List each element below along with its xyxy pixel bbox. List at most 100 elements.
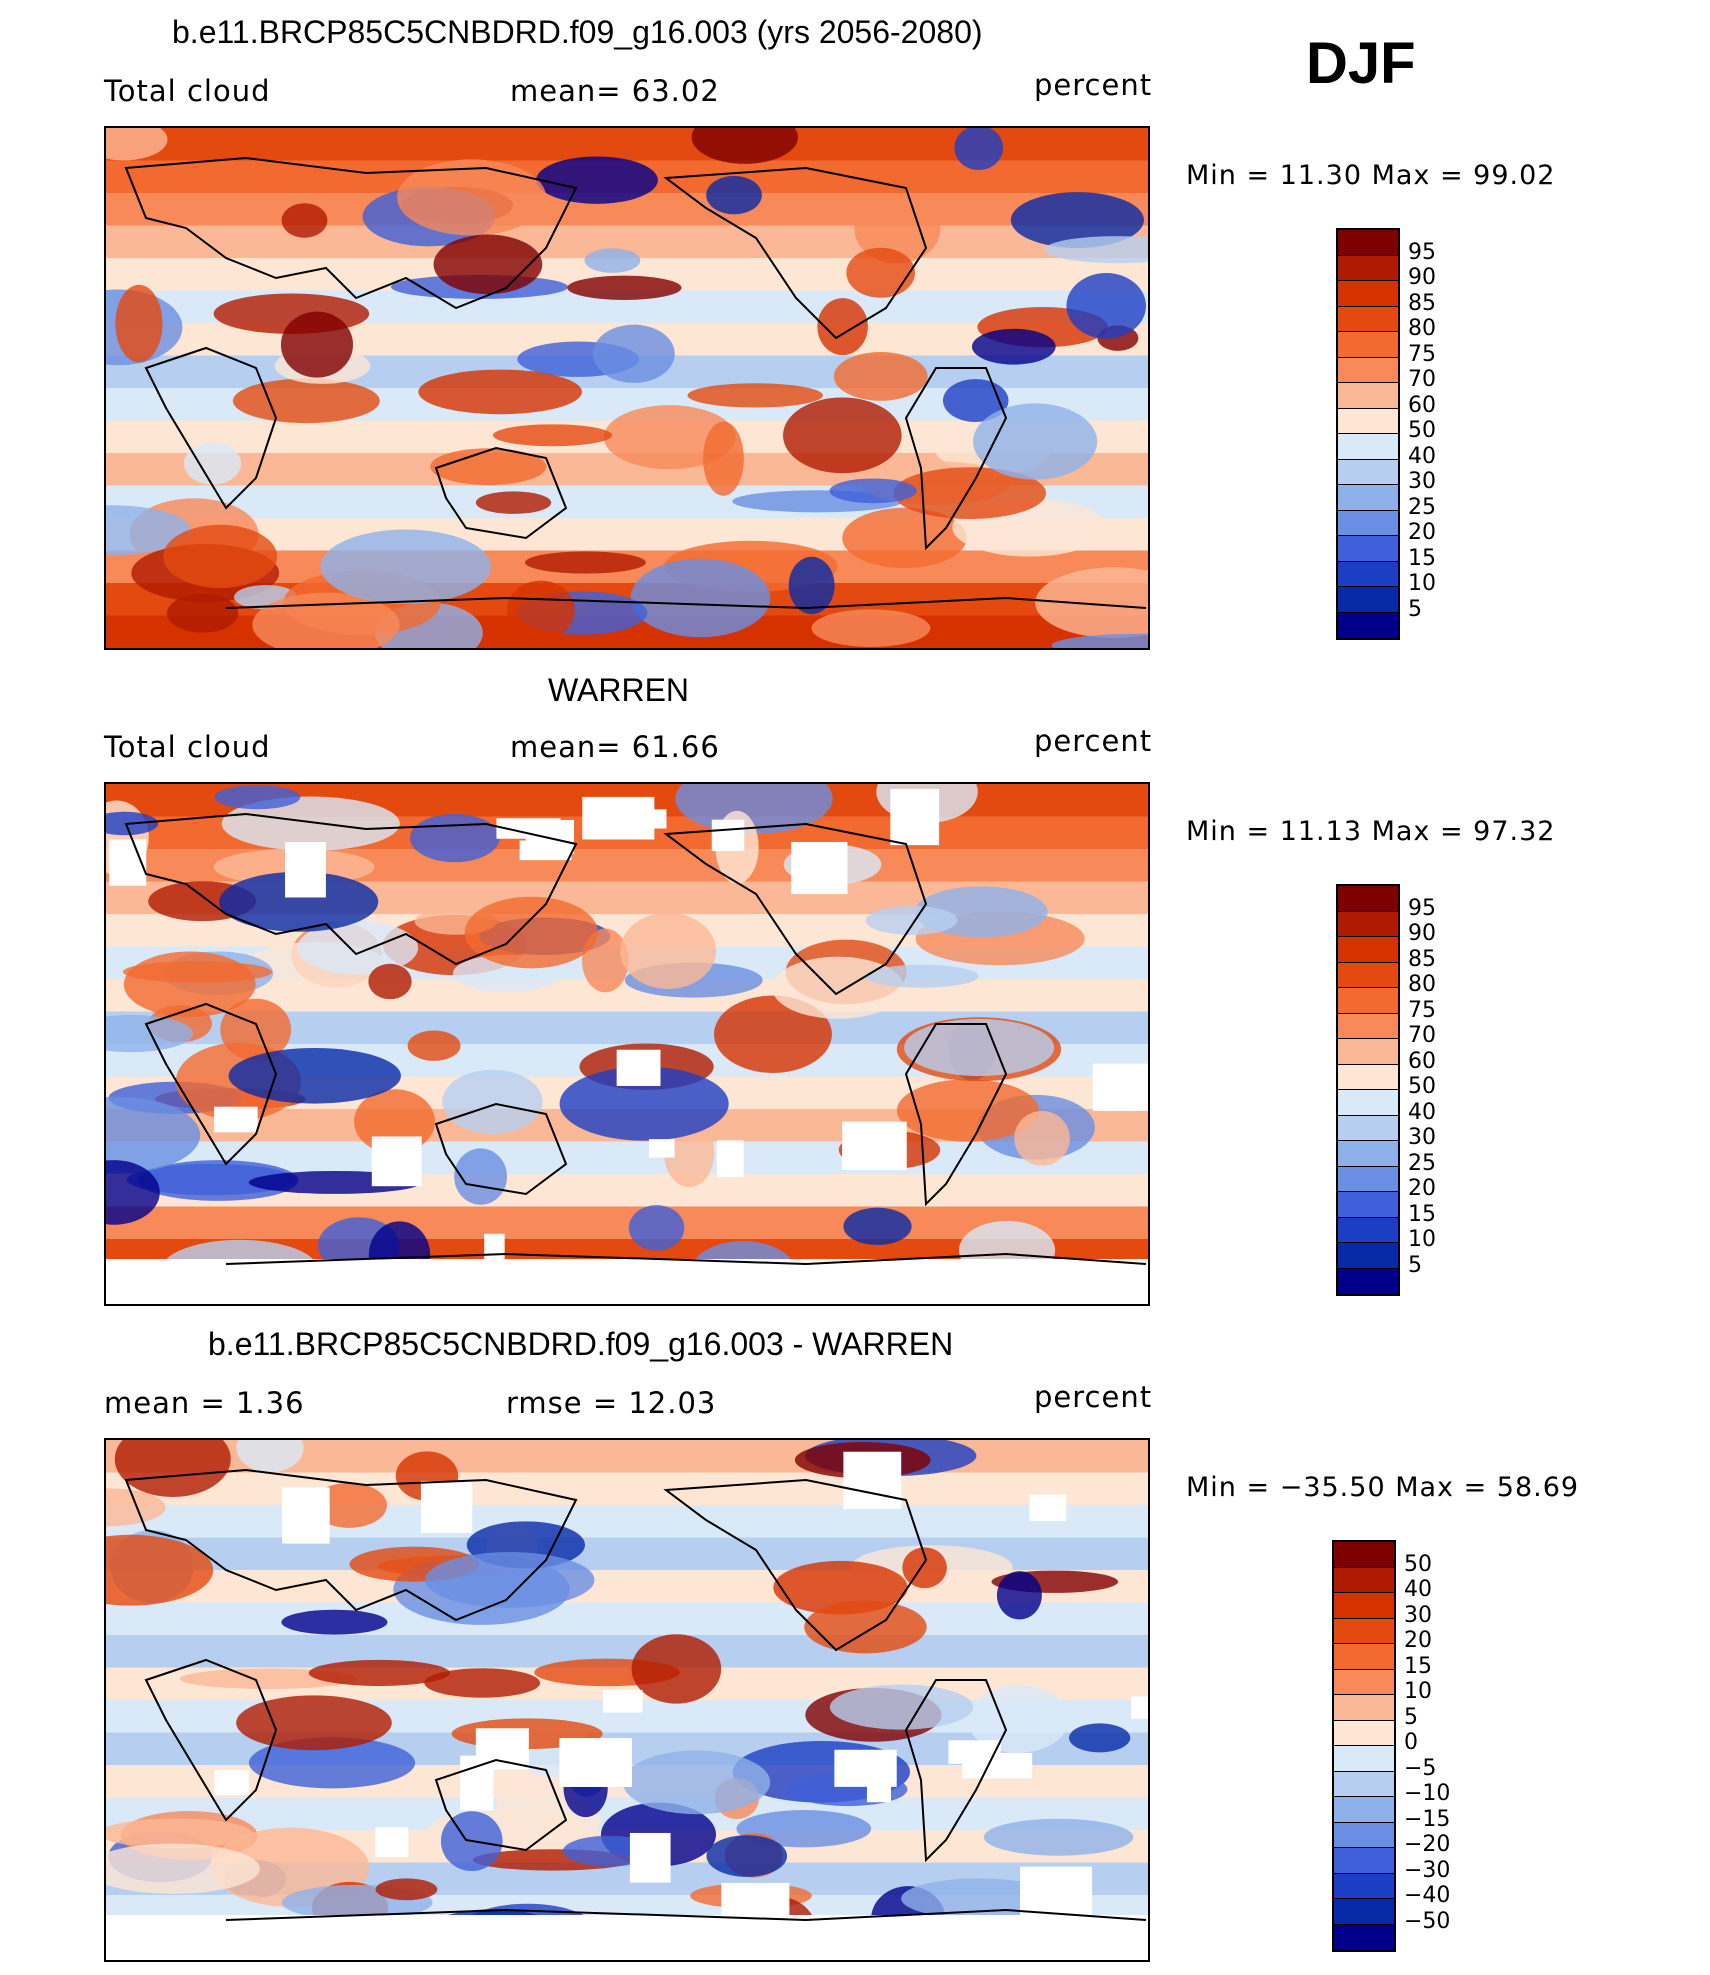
map-contour-blob	[442, 1069, 543, 1134]
missing-data-region	[721, 1882, 790, 1918]
map-contour-blob	[464, 896, 598, 969]
map-contour-blob	[713, 995, 832, 1073]
coastline	[144, 1002, 278, 1166]
coastline	[144, 1658, 278, 1822]
colorbar-swatch	[1338, 587, 1398, 613]
map-contour-blob	[628, 1205, 685, 1251]
colorbar-tick-label: 20	[1408, 1176, 1436, 1201]
colorbar-tick-label: 70	[1408, 1023, 1436, 1048]
map-contour-blob	[106, 1818, 252, 1849]
colorbar-swatch	[1338, 255, 1398, 281]
map-contour-blob	[475, 491, 552, 514]
coastline	[124, 812, 578, 966]
colorbar-swatch	[1338, 230, 1398, 256]
colorbar-tick-label: 40	[1408, 443, 1436, 469]
colorbar-swatch	[1334, 1899, 1394, 1925]
map-contour-blob	[492, 424, 613, 447]
colorbar-swatch	[1338, 383, 1398, 409]
colorbar-swatch	[1338, 485, 1398, 511]
map-contour-blob	[942, 379, 1009, 422]
missing-data-region	[962, 1752, 1033, 1779]
colorbar-swatch	[1338, 306, 1398, 332]
missing-data-antarctica	[106, 1259, 1148, 1304]
colorbar-swatch	[1334, 1873, 1394, 1899]
map-contour-blob	[584, 248, 641, 273]
map-contour-blob	[297, 921, 419, 975]
map-contour-blob	[506, 580, 575, 641]
map-contour-blob	[106, 1096, 201, 1174]
map-contour-blob	[603, 405, 736, 470]
colorbar-tick-label: 50	[1408, 1074, 1436, 1099]
colorbar-swatch	[1334, 1822, 1394, 1848]
panel2-map-field	[106, 784, 1148, 1304]
map-contour-blob	[106, 1488, 166, 1527]
map-contour-blob	[311, 1482, 387, 1528]
colorbar-swatch	[1338, 988, 1398, 1014]
map-contour-blob	[106, 1534, 214, 1606]
colorbar-swatch	[1334, 1924, 1394, 1950]
map-contour-blob	[1044, 236, 1148, 264]
map-contour-blob	[829, 478, 917, 504]
panel2-title: WARREN	[548, 672, 690, 708]
colorbar-tick-label: 40	[1408, 1099, 1436, 1125]
colorbar-tick-label: −40	[1404, 1883, 1451, 1908]
map-contour-blob	[163, 524, 278, 589]
map-contour-blob	[115, 284, 163, 363]
map-contour-blob	[788, 556, 835, 615]
panel3-colorbar	[1332, 1540, 1396, 1952]
map-contour-blob	[901, 1878, 1057, 1919]
map-contour-blob	[281, 1609, 388, 1635]
map-contour-blob	[106, 1014, 194, 1053]
map-contour-blob	[424, 1668, 541, 1698]
colorbar-swatch	[1334, 1848, 1394, 1874]
colorbar-tick-label: 75	[1408, 341, 1436, 367]
missing-data-region	[842, 1121, 907, 1171]
map-contour-blob	[536, 156, 658, 204]
missing-data-region	[475, 1728, 529, 1770]
colorbar-swatch	[1338, 357, 1398, 383]
missing-data-region	[559, 1738, 632, 1787]
map-contour-blob	[183, 442, 242, 485]
map-contour-blob	[407, 1030, 461, 1061]
colorbar-tick-label: 20	[1408, 520, 1436, 545]
colorbar-tick-label: 5	[1408, 1252, 1422, 1278]
map-contour-blob	[228, 1047, 401, 1104]
colorbar-tick-label: 10	[1404, 1679, 1432, 1704]
colorbar-tick-label: 30	[1404, 1602, 1432, 1628]
colorbar-swatch	[1338, 1039, 1398, 1065]
panel3-minmax: Min = −35.50 Max = 58.69	[1186, 1472, 1580, 1503]
colorbar-swatch	[1338, 536, 1398, 562]
coastline	[124, 156, 578, 310]
panel2-mean-label: mean= 61.66	[510, 730, 720, 764]
colorbar-swatch	[1334, 1797, 1394, 1823]
missing-data-region	[214, 1770, 249, 1796]
map-contour-blob	[1035, 567, 1148, 639]
map-contour-blob	[418, 369, 583, 415]
map-contour-blob	[620, 912, 716, 989]
colorbar-tick-label: 5	[1408, 596, 1422, 622]
panel3-rmse-label: rmse = 12.03	[506, 1386, 717, 1420]
map-contour-blob	[630, 558, 771, 638]
map-contour-blob	[368, 963, 412, 1000]
colorbar-tick-label: 5	[1404, 1704, 1418, 1730]
colorbar-tick-label: 80	[1408, 972, 1436, 997]
missing-data-region	[843, 1451, 902, 1509]
colorbar-swatch	[1334, 1593, 1394, 1619]
map-contour-blob	[524, 551, 646, 574]
map-contour-blob	[854, 195, 941, 264]
coastline	[904, 1679, 1008, 1863]
colorbar-swatch	[1334, 1771, 1394, 1797]
map-contour-blob	[454, 1148, 507, 1205]
map-contour-blob	[631, 1634, 722, 1704]
map-contour-blob	[1010, 192, 1144, 248]
colorbar-swatch	[1334, 1695, 1394, 1721]
panel2-minmax: Min = 11.13 Max = 97.32	[1186, 816, 1556, 847]
colorbar-tick-label: 80	[1408, 316, 1436, 341]
map-contour-blob	[123, 951, 256, 1018]
colorbar-tick-label: −20	[1404, 1832, 1451, 1857]
map-contour-blob	[214, 785, 301, 810]
map-contour-blob	[592, 324, 675, 383]
map-contour-blob	[221, 796, 400, 851]
colorbar-swatch	[1338, 510, 1398, 536]
map-contour-blob	[114, 1440, 231, 1498]
